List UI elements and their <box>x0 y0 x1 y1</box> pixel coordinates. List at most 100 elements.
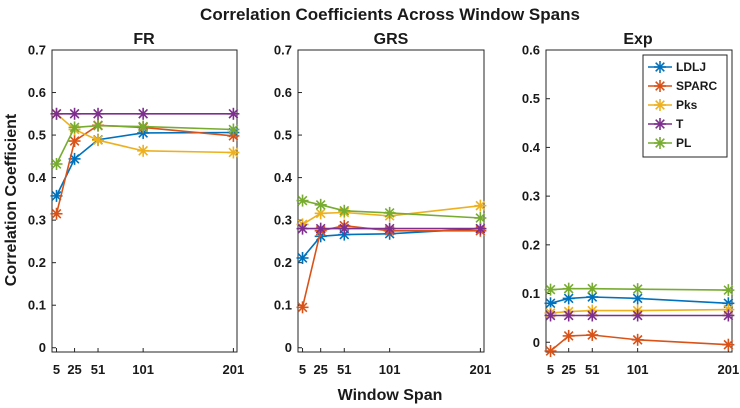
data-point-exp-sparc-25 <box>562 329 575 342</box>
legend-label-pks: Pks <box>676 98 698 112</box>
data-point-fr-t-201 <box>227 107 240 120</box>
y-tick-label-grs-0-6: 0.6 <box>274 85 292 100</box>
data-point-exp-sparc-5 <box>544 345 557 358</box>
y-tick-label-grs-0-1: 0.1 <box>274 298 292 313</box>
y-tick-label-grs-0-7: 0.7 <box>274 43 292 58</box>
legend-entry-t: T <box>648 117 684 131</box>
y-tick-label-grs-0-4: 0.4 <box>274 170 293 185</box>
x-tick-label-fr-25: 25 <box>67 362 81 377</box>
data-point-grs-sparc-5 <box>296 301 309 314</box>
y-tick-label-exp-0-4: 0.4 <box>522 140 541 155</box>
plot-area-grs <box>297 49 485 353</box>
data-point-exp-pl-101 <box>631 283 644 296</box>
panel-grs: GRS 0 0.1 0.2 0.3 0.4 0.5 0.6 0.7 5 25 51 101 201 <box>274 31 491 377</box>
y-tick-label-fr-0-7: 0.7 <box>28 43 46 58</box>
data-point-exp-t-5 <box>544 309 557 322</box>
data-point-grs-pl-201 <box>474 212 487 225</box>
data-point-exp-pl-201 <box>722 284 735 297</box>
y-tick-label-fr-0-3: 0.3 <box>28 213 46 228</box>
y-axis-label: Correlation Coefficient <box>3 113 20 286</box>
legend-marker-t <box>654 118 666 130</box>
data-point-fr-t-51 <box>92 107 105 120</box>
data-point-fr-t-5 <box>50 107 63 120</box>
data-point-exp-t-51 <box>586 309 599 322</box>
x-tick-label-grs-25: 25 <box>313 362 327 377</box>
y-tick-label-fr-0-2: 0.2 <box>28 255 46 270</box>
y-tick-label-exp-0-3: 0.3 <box>522 189 540 204</box>
x-tick-label-grs-101: 101 <box>379 362 401 377</box>
data-point-grs-t-25 <box>314 222 327 235</box>
legend-marker-ldlj <box>654 61 666 73</box>
ticks-grs: 0 0.1 0.2 0.3 0.4 0.5 0.6 0.7 5 25 51 101 201 <box>274 43 491 378</box>
data-point-exp-sparc-51 <box>586 328 599 341</box>
panel-title-exp: Exp <box>623 31 653 48</box>
x-tick-label-fr-5: 5 <box>53 362 60 377</box>
data-point-grs-pks-201 <box>474 199 487 212</box>
x-tick-label-exp-5: 5 <box>547 362 554 377</box>
panel-fr: FR 0 0.1 0.2 0.3 0.4 0.5 0.6 0.7 5 25 51 101 201 <box>28 31 244 377</box>
y-tick-label-exp-0-6: 0.6 <box>522 43 540 58</box>
data-point-fr-pl-25 <box>68 121 81 134</box>
panel-title-grs: GRS <box>374 31 409 48</box>
data-point-grs-pl-25 <box>314 198 327 211</box>
y-tick-label-grs-0-3: 0.3 <box>274 213 292 228</box>
y-tick-label-grs-0-5: 0.5 <box>274 128 292 143</box>
y-tick-label-exp-0-1: 0.1 <box>522 286 540 301</box>
y-tick-label-exp-0-5: 0.5 <box>522 91 540 106</box>
data-point-fr-pks-101 <box>137 144 150 157</box>
data-point-fr-pks-51 <box>92 134 105 147</box>
data-point-grs-pl-51 <box>338 204 351 217</box>
x-tick-label-exp-201: 201 <box>718 362 740 377</box>
data-point-grs-t-201 <box>474 222 487 235</box>
data-point-grs-pl-5 <box>296 194 309 207</box>
y-tick-label-exp-0-2: 0.2 <box>522 237 540 252</box>
legend: LDLJ SPARC Pks T PL <box>642 54 728 158</box>
data-point-grs-t-101 <box>383 222 396 235</box>
data-point-fr-sparc-25 <box>68 135 81 148</box>
data-point-fr-t-101 <box>137 107 150 120</box>
data-point-fr-t-25 <box>68 107 81 120</box>
y-tick-label-grs-0-2: 0.2 <box>274 255 292 270</box>
data-point-fr-pl-5 <box>50 157 63 170</box>
ticks-exp: 0 0.1 0.2 0.3 0.4 0.5 0.6 5 25 51 101 201 <box>522 43 739 378</box>
data-point-grs-t-51 <box>338 222 351 235</box>
x-tick-label-fr-101: 101 <box>132 362 154 377</box>
data-point-exp-pl-25 <box>562 282 575 295</box>
legend-marker-pks <box>654 99 666 111</box>
legend-label-t: T <box>676 117 684 131</box>
legend-label-ldlj: LDLJ <box>676 60 706 74</box>
figure-title: Correlation Coefficients Across Window S… <box>200 5 580 24</box>
ticks-fr: 0 0.1 0.2 0.3 0.4 0.5 0.6 0.7 5 25 51 101 201 <box>28 43 244 378</box>
x-tick-label-grs-5: 5 <box>299 362 306 377</box>
panel-title-fr: FR <box>133 31 155 48</box>
series-lines-fr <box>50 107 240 220</box>
data-point-fr-pl-51 <box>92 119 105 132</box>
x-axis-label: Window Span <box>338 387 443 404</box>
data-point-fr-pks-201 <box>227 146 240 159</box>
series-lines-exp <box>544 282 735 358</box>
data-point-grs-t-5 <box>296 222 309 235</box>
x-tick-label-grs-201: 201 <box>470 362 492 377</box>
legend-entry-sparc: SPARC <box>648 79 717 93</box>
data-point-grs-pl-101 <box>383 206 396 219</box>
data-point-exp-sparc-201 <box>722 338 735 351</box>
legend-label-pl: PL <box>676 136 691 150</box>
y-tick-label-fr-0-6: 0.6 <box>28 85 46 100</box>
x-tick-label-grs-51: 51 <box>337 362 351 377</box>
series-lines-grs <box>296 194 487 314</box>
data-point-exp-t-101 <box>631 309 644 322</box>
legend-entry-pks: Pks <box>648 98 698 112</box>
y-tick-label-fr-0-5: 0.5 <box>28 128 46 143</box>
legend-entry-pl: PL <box>648 136 691 150</box>
data-point-exp-t-25 <box>562 309 575 322</box>
y-tick-label-fr-0: 0 <box>39 340 46 355</box>
plot-area-fr <box>51 49 238 353</box>
data-point-exp-pl-51 <box>586 282 599 295</box>
x-tick-label-fr-201: 201 <box>223 362 245 377</box>
data-point-fr-pl-101 <box>137 120 150 133</box>
data-point-fr-pl-201 <box>227 123 240 136</box>
legend-marker-pl <box>654 137 666 149</box>
x-tick-label-fr-51: 51 <box>91 362 105 377</box>
data-point-fr-sparc-5 <box>50 207 63 220</box>
